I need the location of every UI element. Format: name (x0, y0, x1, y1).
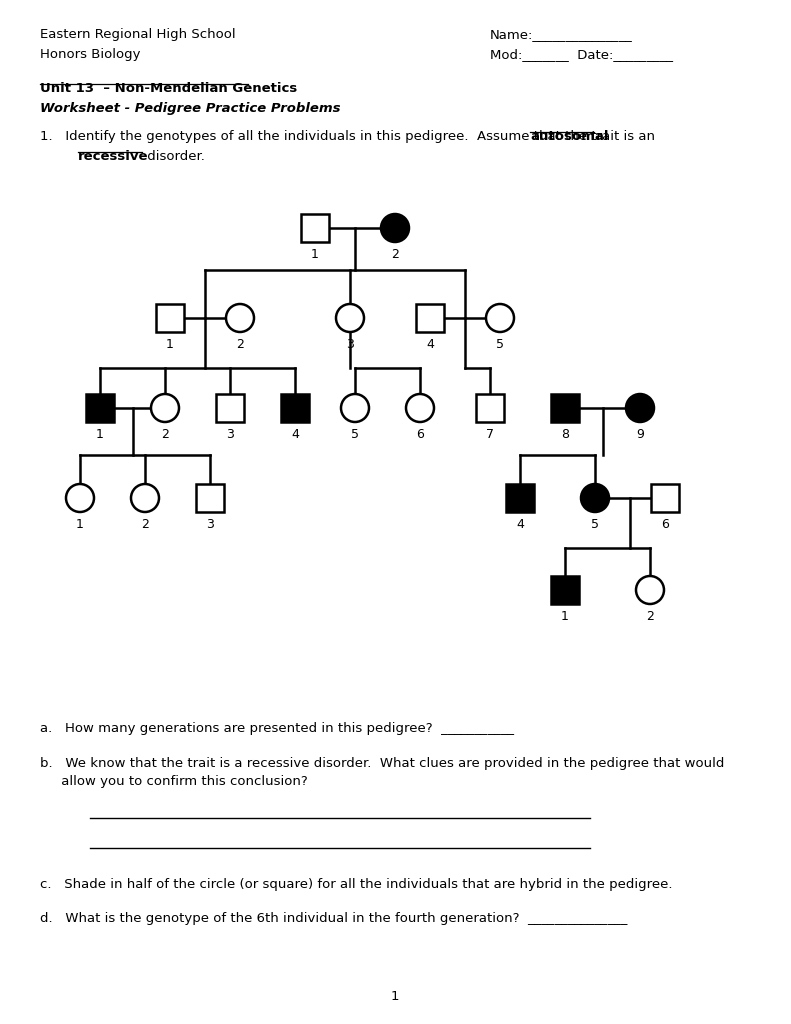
Circle shape (131, 484, 159, 512)
Text: 1: 1 (76, 518, 84, 531)
Text: allow you to confirm this conclusion?: allow you to confirm this conclusion? (40, 775, 308, 788)
Text: autosomal: autosomal (530, 130, 608, 143)
Bar (476, 394, 504, 422)
Bar (551, 575, 579, 604)
Text: 4: 4 (516, 518, 524, 531)
Text: 1: 1 (166, 338, 174, 351)
Text: 1.   Identify the genotypes of all the individuals in this pedigree.  Assume tha: 1. Identify the genotypes of all the ind… (40, 130, 659, 143)
Text: b.   We know that the trait is a recessive disorder.  What clues are provided in: b. We know that the trait is a recessive… (40, 757, 725, 770)
Text: 2: 2 (236, 338, 244, 351)
Text: Unit 13  – Non-Mendelian Genetics: Unit 13 – Non-Mendelian Genetics (40, 82, 297, 95)
Circle shape (406, 394, 434, 422)
Text: Mod:_______  Date:_________: Mod:_______ Date:_________ (490, 48, 673, 61)
Text: 1: 1 (561, 610, 569, 623)
Text: Name:_______________: Name:_______________ (490, 28, 633, 41)
Bar (551, 394, 579, 422)
Bar (281, 394, 309, 422)
Text: a.   How many generations are presented in this pedigree?  ___________: a. How many generations are presented in… (40, 722, 514, 735)
Text: d.   What is the genotype of the 6th individual in the fourth generation?  _____: d. What is the genotype of the 6th indiv… (40, 912, 627, 925)
Text: 2: 2 (141, 518, 149, 531)
Text: 1: 1 (311, 248, 319, 261)
Text: Honors Biology: Honors Biology (40, 48, 141, 61)
Circle shape (66, 484, 94, 512)
Text: 3: 3 (226, 428, 234, 441)
Bar (156, 304, 184, 332)
Circle shape (336, 304, 364, 332)
Text: 1: 1 (96, 428, 104, 441)
Text: 9: 9 (636, 428, 644, 441)
Bar (301, 214, 329, 242)
Bar (651, 484, 679, 512)
Text: 3: 3 (346, 338, 354, 351)
Text: 5: 5 (496, 338, 504, 351)
Text: 3: 3 (206, 518, 214, 531)
Text: 8: 8 (561, 428, 569, 441)
Circle shape (626, 394, 654, 422)
Circle shape (151, 394, 179, 422)
Text: c.   Shade in half of the circle (or square) for all the individuals that are hy: c. Shade in half of the circle (or squar… (40, 878, 672, 891)
Text: Worksheet - Pedigree Practice Problems: Worksheet - Pedigree Practice Problems (40, 102, 340, 115)
Circle shape (341, 394, 369, 422)
Circle shape (486, 304, 514, 332)
Bar (506, 484, 534, 512)
Circle shape (581, 484, 609, 512)
Text: 4: 4 (426, 338, 434, 351)
Bar (196, 484, 224, 512)
Text: recessive: recessive (78, 150, 149, 163)
Text: 6: 6 (416, 428, 424, 441)
Text: 6: 6 (661, 518, 669, 531)
Circle shape (636, 575, 664, 604)
Text: 2: 2 (646, 610, 654, 623)
Circle shape (226, 304, 254, 332)
Text: 5: 5 (591, 518, 599, 531)
Bar (216, 394, 244, 422)
Circle shape (381, 214, 409, 242)
Bar (416, 304, 444, 332)
Text: 4: 4 (291, 428, 299, 441)
Text: 2: 2 (161, 428, 169, 441)
Bar (86, 394, 114, 422)
Text: Eastern Regional High School: Eastern Regional High School (40, 28, 236, 41)
Text: 1: 1 (391, 990, 399, 1002)
Text: 5: 5 (351, 428, 359, 441)
Text: 2: 2 (391, 248, 399, 261)
Text: 7: 7 (486, 428, 494, 441)
Text: disorder.: disorder. (143, 150, 205, 163)
